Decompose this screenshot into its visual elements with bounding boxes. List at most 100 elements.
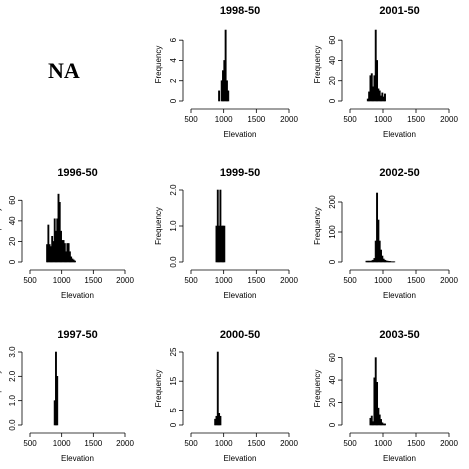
y-tick-label: 4 <box>169 58 178 63</box>
y-axis-label: Frequency <box>0 370 2 408</box>
x-tick-label: 1500 <box>84 439 102 448</box>
x-tick-label: 2000 <box>116 276 134 285</box>
y-tick-label: 60 <box>8 195 17 204</box>
y-tick-label: 40 <box>328 55 337 64</box>
y-tick-label: 2.0 <box>169 184 178 196</box>
histogram-bar <box>223 225 226 263</box>
x-tick-label: 1500 <box>84 276 102 285</box>
y-tick-label: 60 <box>328 35 337 44</box>
x-tick-label: 500 <box>343 276 357 285</box>
x-axis-label: Elevation <box>383 130 416 139</box>
x-tick-label: 2000 <box>280 276 298 285</box>
x-tick-label: 2000 <box>280 439 298 448</box>
y-tick-label: 40 <box>328 375 337 384</box>
chart-title: 2000-50 <box>220 329 260 341</box>
histogram-bar <box>218 90 221 102</box>
histogram-p2001: 2001-50 500 1000 1500 2000 Elevation 0 20 40 60 Fr… <box>313 5 458 139</box>
y-tick-label: 6 <box>169 37 178 42</box>
histogram-p1999: 1999-50 500 1000 1500 2000 Elevation 0.0 1.0 2.0… <box>154 167 298 300</box>
histogram-p2003: 2003-50 500 1000 1500 2000 Elevation 0 20 40 60 Fr… <box>313 329 458 463</box>
y-axis-label: Frequency <box>313 207 322 245</box>
y-axis-label: Frequency <box>154 370 163 408</box>
histogram-bar <box>56 376 59 426</box>
x-tick-label: 2000 <box>116 439 134 448</box>
x-tick-label: 1500 <box>247 115 265 124</box>
na-panel-label: NA <box>48 58 80 83</box>
x-tick-label: 2000 <box>440 439 458 448</box>
chart-title: 2003-50 <box>379 329 419 341</box>
y-axis-label: Frequency <box>313 46 322 84</box>
x-tick-label: 1000 <box>53 276 71 285</box>
x-tick-label: 1500 <box>247 276 265 285</box>
x-axis-label: Elevation <box>224 291 257 300</box>
y-tick-label: 0 <box>169 98 178 103</box>
histogram-bar <box>384 93 386 102</box>
y-tick-label: 100 <box>328 225 337 239</box>
histogram-bar <box>224 29 227 102</box>
y-tick-label: 1.0 <box>8 395 17 407</box>
x-tick-label: 500 <box>184 439 198 448</box>
x-tick-label: 1000 <box>53 439 71 448</box>
y-tick-label: 20 <box>328 398 337 407</box>
y-tick-label: 0.0 <box>169 256 178 268</box>
chart-title: 2002-50 <box>379 167 419 179</box>
x-axis-label: Elevation <box>383 454 416 463</box>
y-axis-label: Frequency <box>154 46 163 84</box>
chart-title: 1998-50 <box>220 5 260 17</box>
x-tick-label: 1000 <box>215 276 233 285</box>
histogram-p1996: 1996-50 500 1000 1500 2000 Elevation 0 20 40 60 Fr… <box>0 167 134 300</box>
x-tick-label: 500 <box>184 276 198 285</box>
y-tick-label: 2.0 <box>8 370 17 382</box>
chart-title: 1996-50 <box>57 167 97 179</box>
y-tick-label: 0 <box>328 422 337 427</box>
y-axis-label: Frequency <box>0 207 2 245</box>
histogram-bar <box>74 260 76 263</box>
y-tick-label: 5 <box>169 408 178 413</box>
x-axis-label: Elevation <box>224 130 257 139</box>
x-tick-label: 500 <box>23 276 37 285</box>
y-tick-label: 2 <box>169 78 178 83</box>
y-axis-label: Frequency <box>313 370 322 408</box>
y-tick-label: 0 <box>169 422 178 427</box>
x-tick-label: 1500 <box>407 439 425 448</box>
y-axis-label: Frequency <box>154 207 163 245</box>
x-tick-label: 1500 <box>407 115 425 124</box>
x-axis-label: Elevation <box>224 454 257 463</box>
x-axis-label: Elevation <box>61 291 94 300</box>
x-tick-label: 500 <box>23 439 37 448</box>
histogram-bar <box>227 90 230 102</box>
histogram-bar <box>376 382 379 426</box>
chart-title: 1999-50 <box>220 167 260 179</box>
y-tick-label: 0.0 <box>8 419 17 431</box>
histogram-bar <box>384 423 386 426</box>
x-tick-label: 1000 <box>374 276 392 285</box>
chart-title: 1997-50 <box>57 329 97 341</box>
x-tick-label: 1500 <box>247 439 265 448</box>
x-tick-label: 2000 <box>440 276 458 285</box>
y-tick-label: 20 <box>8 236 17 245</box>
x-tick-label: 500 <box>184 115 198 124</box>
x-tick-label: 1000 <box>374 439 392 448</box>
histogram-bar <box>380 419 382 426</box>
x-tick-label: 1000 <box>215 115 233 124</box>
y-tick-label: 20 <box>328 76 337 85</box>
histogram-bar <box>370 415 373 426</box>
x-tick-label: 500 <box>343 439 357 448</box>
x-axis-label: Elevation <box>383 291 416 300</box>
y-tick-label: 3.0 <box>8 346 17 358</box>
y-tick-label: 25 <box>169 347 178 356</box>
x-tick-label: 1000 <box>215 439 233 448</box>
y-tick-label: 200 <box>328 195 337 209</box>
y-tick-label: 0 <box>328 259 337 264</box>
histogram-bar <box>47 224 50 263</box>
y-tick-label: 15 <box>169 376 178 385</box>
histogram-p2002: 2002-50 500 1000 1500 2000 Elevation 0 100 200 Fr… <box>313 167 458 300</box>
x-tick-label: 1500 <box>407 276 425 285</box>
y-tick-label: 40 <box>8 216 17 225</box>
x-axis-label: Elevation <box>61 454 94 463</box>
histogram-bar <box>216 351 219 426</box>
histogram-bar <box>376 60 379 102</box>
y-tick-label: 60 <box>328 353 337 362</box>
x-tick-label: 500 <box>343 115 357 124</box>
